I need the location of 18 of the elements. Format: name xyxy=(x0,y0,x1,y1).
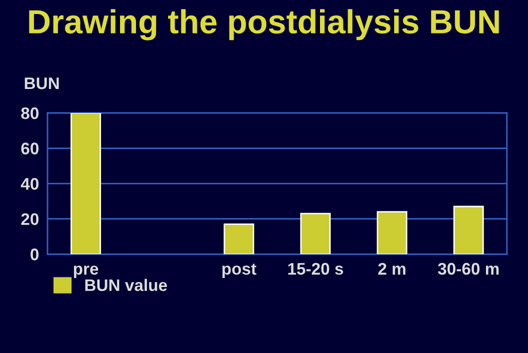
bar xyxy=(300,212,331,254)
y-tick-label: 80 xyxy=(21,107,39,120)
y-axis-title: BUN xyxy=(24,78,59,90)
y-tick-label: 20 xyxy=(21,213,39,226)
legend-label: BUN value xyxy=(85,278,167,292)
x-tick-label: 2 m xyxy=(378,262,406,275)
x-tick-label: 15-20 s xyxy=(288,262,344,275)
x-tick-label: post xyxy=(222,264,256,278)
x-tick-label: pre xyxy=(74,266,98,278)
bar xyxy=(376,211,408,254)
bar xyxy=(224,223,254,254)
bar xyxy=(453,206,484,254)
bar xyxy=(70,112,102,254)
x-tick-label: 30-60 m xyxy=(438,262,499,275)
chart-title: Drawing the postdialysis BUN xyxy=(29,9,499,40)
y-tick-label: 60 xyxy=(21,142,39,154)
y-tick-label: 40 xyxy=(20,178,39,190)
y-tick-label: 0 xyxy=(30,248,39,260)
